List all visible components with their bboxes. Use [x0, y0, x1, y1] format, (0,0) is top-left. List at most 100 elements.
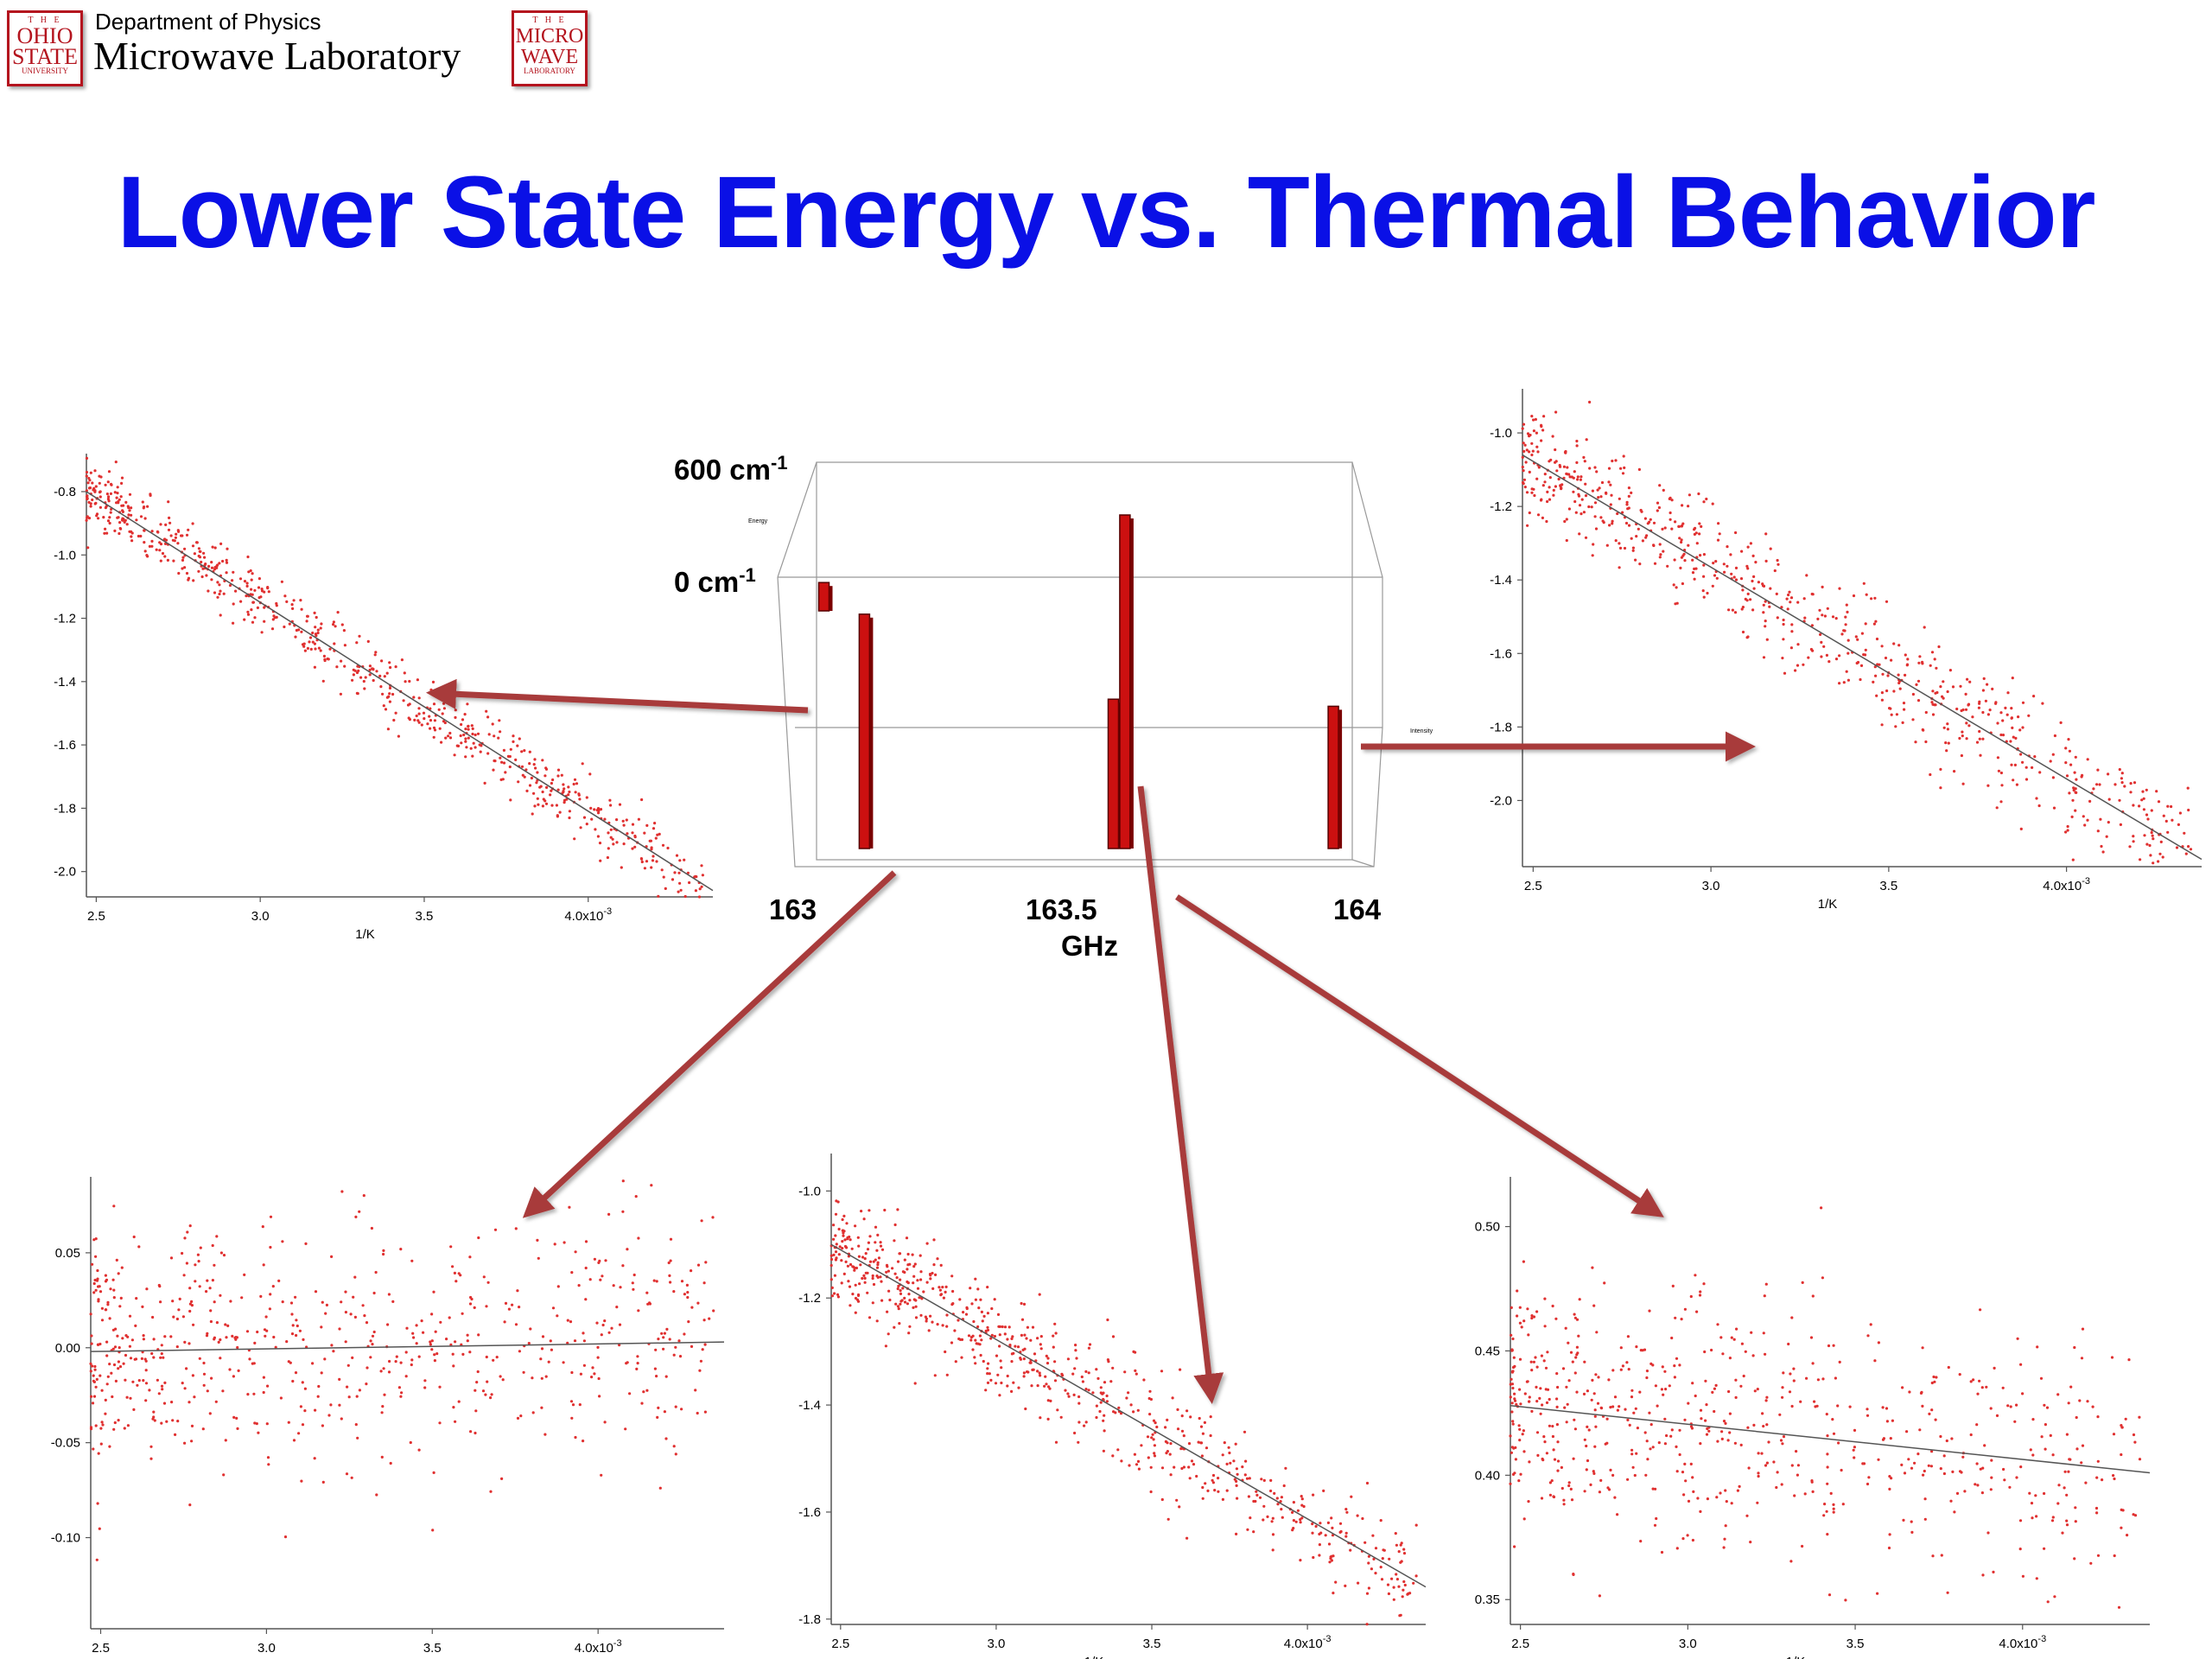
data-point: [1102, 1449, 1105, 1452]
data-point: [104, 506, 107, 510]
data-point: [945, 1313, 949, 1317]
data-point: [205, 1334, 209, 1338]
data-point: [1687, 1499, 1691, 1503]
data-point: [253, 1421, 257, 1425]
data-point: [432, 1471, 435, 1474]
data-point: [2063, 1470, 2067, 1473]
data-point: [912, 1281, 915, 1285]
data-point: [1782, 622, 1785, 626]
x-tick-label: 3.5: [1847, 1637, 1865, 1651]
data-point: [2148, 843, 2152, 848]
data-point: [1299, 1521, 1302, 1524]
data-point: [1509, 1382, 1512, 1386]
data-point: [1510, 1410, 1514, 1414]
data-point: [99, 505, 102, 509]
data-point: [236, 1345, 239, 1350]
data-point: [1060, 1372, 1064, 1376]
data-point: [2068, 1458, 2071, 1461]
data-point: [1365, 1481, 1370, 1485]
data-point: [1834, 658, 1839, 661]
data-point: [193, 552, 196, 556]
data-point: [1609, 1406, 1612, 1409]
data-point: [1562, 465, 1566, 468]
data-point: [886, 1265, 889, 1268]
data-point: [454, 1420, 457, 1423]
data-point: [668, 1338, 671, 1341]
data-point: [1052, 1334, 1055, 1338]
data-point: [1859, 677, 1862, 682]
data-point: [1593, 1408, 1597, 1412]
data-point: [934, 1273, 938, 1276]
data-point: [1634, 1407, 1637, 1410]
data-point: [188, 1401, 191, 1404]
lab-label: Microwave Laboratory: [93, 34, 461, 78]
data-point: [1221, 1453, 1224, 1457]
data-point: [1796, 643, 1800, 646]
data-point: [1349, 1548, 1352, 1552]
data-point: [845, 1246, 849, 1249]
data-point: [198, 550, 201, 553]
data-point: [541, 759, 544, 762]
data-point: [1300, 1495, 1303, 1498]
data-point: [1651, 1446, 1655, 1449]
data-point: [1560, 1465, 1563, 1469]
data-point: [2035, 797, 2038, 800]
data-point: [905, 1236, 909, 1240]
data-point: [575, 782, 579, 785]
data-point: [1700, 524, 1703, 529]
data-point: [1731, 608, 1734, 612]
data-point: [549, 793, 552, 797]
data-point: [1967, 703, 1970, 707]
data-point: [428, 715, 431, 718]
data-point: [1572, 1573, 1575, 1576]
data-point: [1146, 1435, 1150, 1439]
data-point: [1838, 654, 1841, 658]
data-point: [152, 1338, 156, 1341]
data-point: [99, 1374, 102, 1377]
data-point: [1935, 666, 1938, 670]
data-point: [1399, 1613, 1402, 1617]
data-point: [847, 1280, 850, 1283]
data-point: [314, 1408, 317, 1412]
data-point: [976, 1287, 980, 1291]
data-point: [1365, 1623, 1369, 1626]
data-point: [277, 1279, 281, 1282]
data-point: [886, 1310, 889, 1313]
data-point: [1635, 535, 1638, 538]
data-point: [1888, 1533, 1891, 1536]
data-point: [438, 727, 442, 730]
data-point: [299, 1405, 302, 1408]
data-point: [1095, 1404, 1098, 1408]
data-point: [844, 1260, 848, 1263]
data-point: [468, 1302, 473, 1306]
data-point: [1510, 1306, 1513, 1309]
data-point: [175, 1345, 179, 1349]
data-point: [1517, 1424, 1521, 1427]
data-point: [2166, 830, 2170, 834]
data-point: [1166, 1441, 1169, 1445]
data-point: [590, 1376, 594, 1379]
data-point: [86, 498, 89, 501]
data-point: [1565, 518, 1568, 521]
data-point: [359, 676, 363, 679]
data-point: [153, 1419, 156, 1422]
data-point: [2032, 695, 2036, 698]
data-point: [562, 791, 565, 794]
data-point: [2171, 818, 2174, 822]
data-point: [677, 890, 680, 893]
data-point: [1059, 1415, 1063, 1419]
data-point: [1946, 1591, 1949, 1594]
data-point: [1796, 601, 1800, 604]
data-point: [1727, 608, 1731, 612]
data-point: [89, 1313, 92, 1316]
data-point: [597, 1376, 601, 1381]
data-point: [1945, 749, 1948, 753]
data-point: [514, 1323, 518, 1326]
data-point: [2067, 1402, 2070, 1405]
data-point: [1831, 615, 1835, 619]
data-point: [981, 1319, 984, 1323]
data-point: [899, 1278, 902, 1281]
data-point: [1785, 597, 1789, 601]
data-point: [944, 1350, 947, 1354]
data-point: [1350, 1495, 1353, 1498]
